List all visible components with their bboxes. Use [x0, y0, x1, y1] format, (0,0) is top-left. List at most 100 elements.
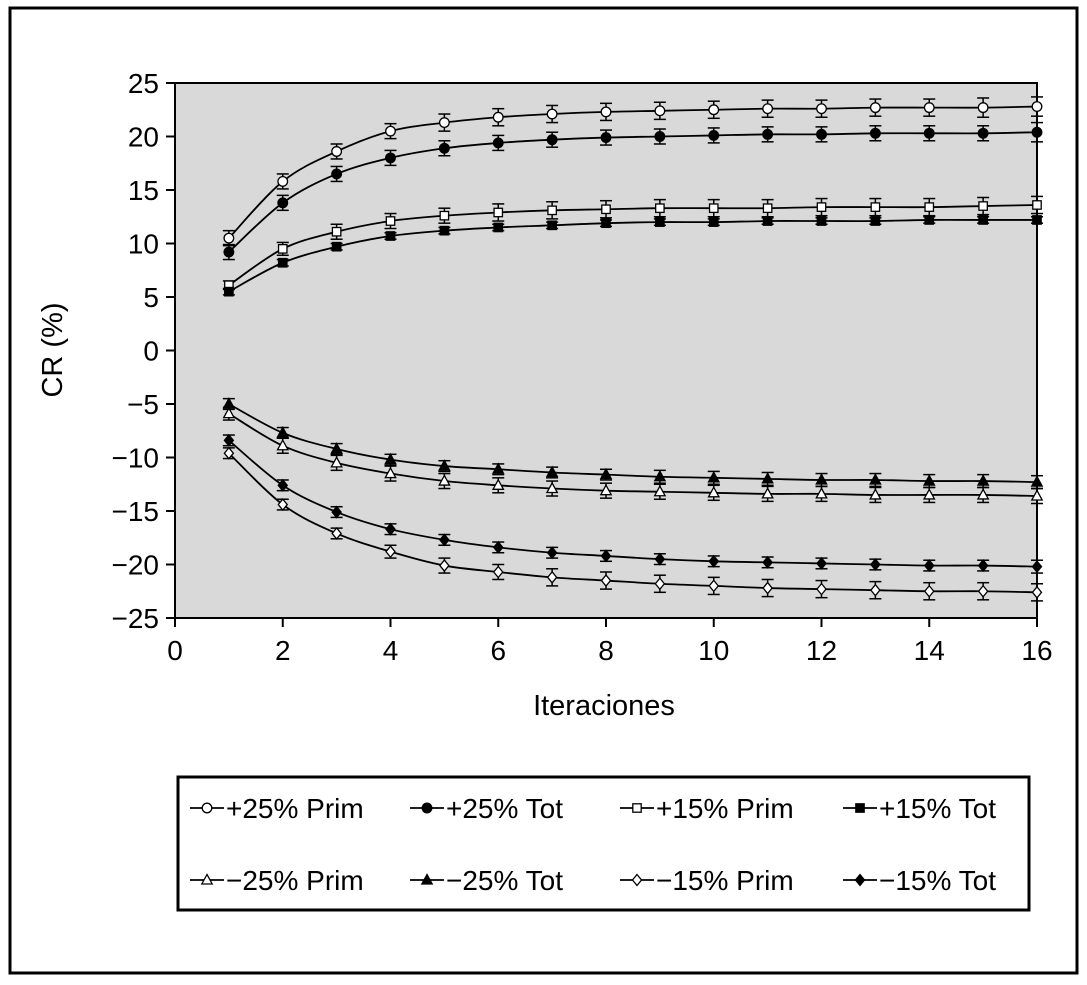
- data-point: [978, 201, 988, 211]
- x-axis-title: Iteraciones: [533, 690, 675, 722]
- data-point: [1032, 215, 1042, 225]
- legend-marker: [631, 873, 643, 887]
- data-point: [545, 481, 559, 494]
- y-tick-label: −20: [112, 550, 160, 581]
- data-point: [438, 474, 451, 486]
- data-point: [385, 152, 396, 164]
- series-line: [228, 452, 1038, 594]
- y-axis-title: CR (%): [37, 302, 69, 397]
- data-point: [385, 125, 396, 137]
- data-point: [1031, 585, 1043, 599]
- legend-box: [176, 775, 1031, 912]
- legend-label: −15% Tot: [879, 865, 996, 896]
- data-point: [384, 466, 397, 479]
- data-point: [924, 215, 935, 225]
- data-point: [493, 207, 504, 218]
- legend-label: −25% Prim: [226, 865, 364, 896]
- series-5: [222, 406, 1044, 505]
- data-point: [385, 545, 396, 559]
- data-point: [277, 257, 288, 268]
- y-tick-label: 20: [128, 122, 159, 153]
- legend-label: +15% Tot: [879, 793, 996, 824]
- data-point: [977, 559, 989, 573]
- data-point: [600, 574, 612, 588]
- data-point: [222, 406, 236, 419]
- data-point: [762, 103, 774, 115]
- data-point: [385, 522, 396, 536]
- data-point: [655, 217, 665, 227]
- data-point: [331, 226, 342, 237]
- data-point: [599, 483, 613, 496]
- data-point: [223, 446, 235, 460]
- data-point: [438, 117, 450, 129]
- data-point: [385, 231, 396, 241]
- data-point: [923, 559, 935, 573]
- legend-item: +15% Prim: [620, 793, 794, 824]
- legend-marker: [201, 802, 213, 814]
- y-tick-label: 10: [128, 229, 159, 260]
- x-tick-label: 2: [275, 635, 291, 666]
- data-point: [600, 549, 612, 563]
- data-point: [869, 473, 882, 485]
- legend-item: −25% Tot: [410, 865, 563, 896]
- data-point: [654, 105, 666, 117]
- data-point: [385, 216, 396, 226]
- data-point: [654, 577, 666, 591]
- x-tick-label: 4: [383, 635, 399, 666]
- data-point: [923, 127, 935, 139]
- legend-marker: [420, 873, 434, 885]
- data-point: [869, 102, 881, 114]
- data-point: [762, 581, 773, 595]
- data-point: [653, 469, 667, 482]
- series-1: [222, 96, 1043, 247]
- legend-item: −15% Prim: [620, 865, 794, 896]
- data-point: [439, 225, 450, 236]
- data-point: [223, 433, 235, 447]
- data-point: [977, 127, 989, 139]
- data-point: [224, 286, 234, 297]
- series-3: [222, 195, 1043, 291]
- data-point: [655, 203, 665, 214]
- data-point: [546, 546, 558, 560]
- data-point: [492, 540, 504, 554]
- data-point: [277, 478, 289, 492]
- data-point: [816, 128, 827, 140]
- data-point: [547, 205, 557, 216]
- data-point: [1031, 101, 1043, 112]
- data-point: [277, 498, 289, 512]
- series-line: [228, 105, 1038, 239]
- data-point: [708, 203, 719, 214]
- data-point: [976, 488, 990, 500]
- data-point: [870, 202, 881, 212]
- legend-label: +25% Tot: [446, 793, 563, 824]
- data-point: [1030, 475, 1044, 487]
- legend-marker: [632, 803, 642, 813]
- data-point: [977, 102, 989, 114]
- data-point: [601, 218, 611, 229]
- data-point: [977, 584, 989, 598]
- data-point: [707, 470, 721, 483]
- data-point: [439, 533, 450, 547]
- data-point: [762, 203, 773, 214]
- series-line: [228, 218, 1037, 293]
- data-point: [277, 175, 289, 187]
- data-point: [708, 129, 720, 141]
- data-point: [923, 102, 935, 114]
- data-point: [491, 478, 505, 490]
- data-point: [870, 216, 881, 226]
- legend: +25% Prim +25% Tot +15% Prim +15% Tot −25% P…: [190, 793, 996, 896]
- data-point: [978, 215, 988, 225]
- data-point: [277, 243, 288, 254]
- data-point: [924, 202, 935, 212]
- legend-label: +25% Prim: [226, 793, 364, 824]
- data-point: [601, 204, 611, 215]
- data-point: [816, 582, 827, 596]
- data-point: [869, 488, 882, 500]
- legend-item: −15% Tot: [843, 865, 996, 896]
- legend-label: −25% Tot: [446, 865, 563, 896]
- y-tick-label: −25: [112, 603, 160, 634]
- data-point: [976, 474, 990, 486]
- data-point: [600, 106, 612, 118]
- data-point: [493, 222, 504, 233]
